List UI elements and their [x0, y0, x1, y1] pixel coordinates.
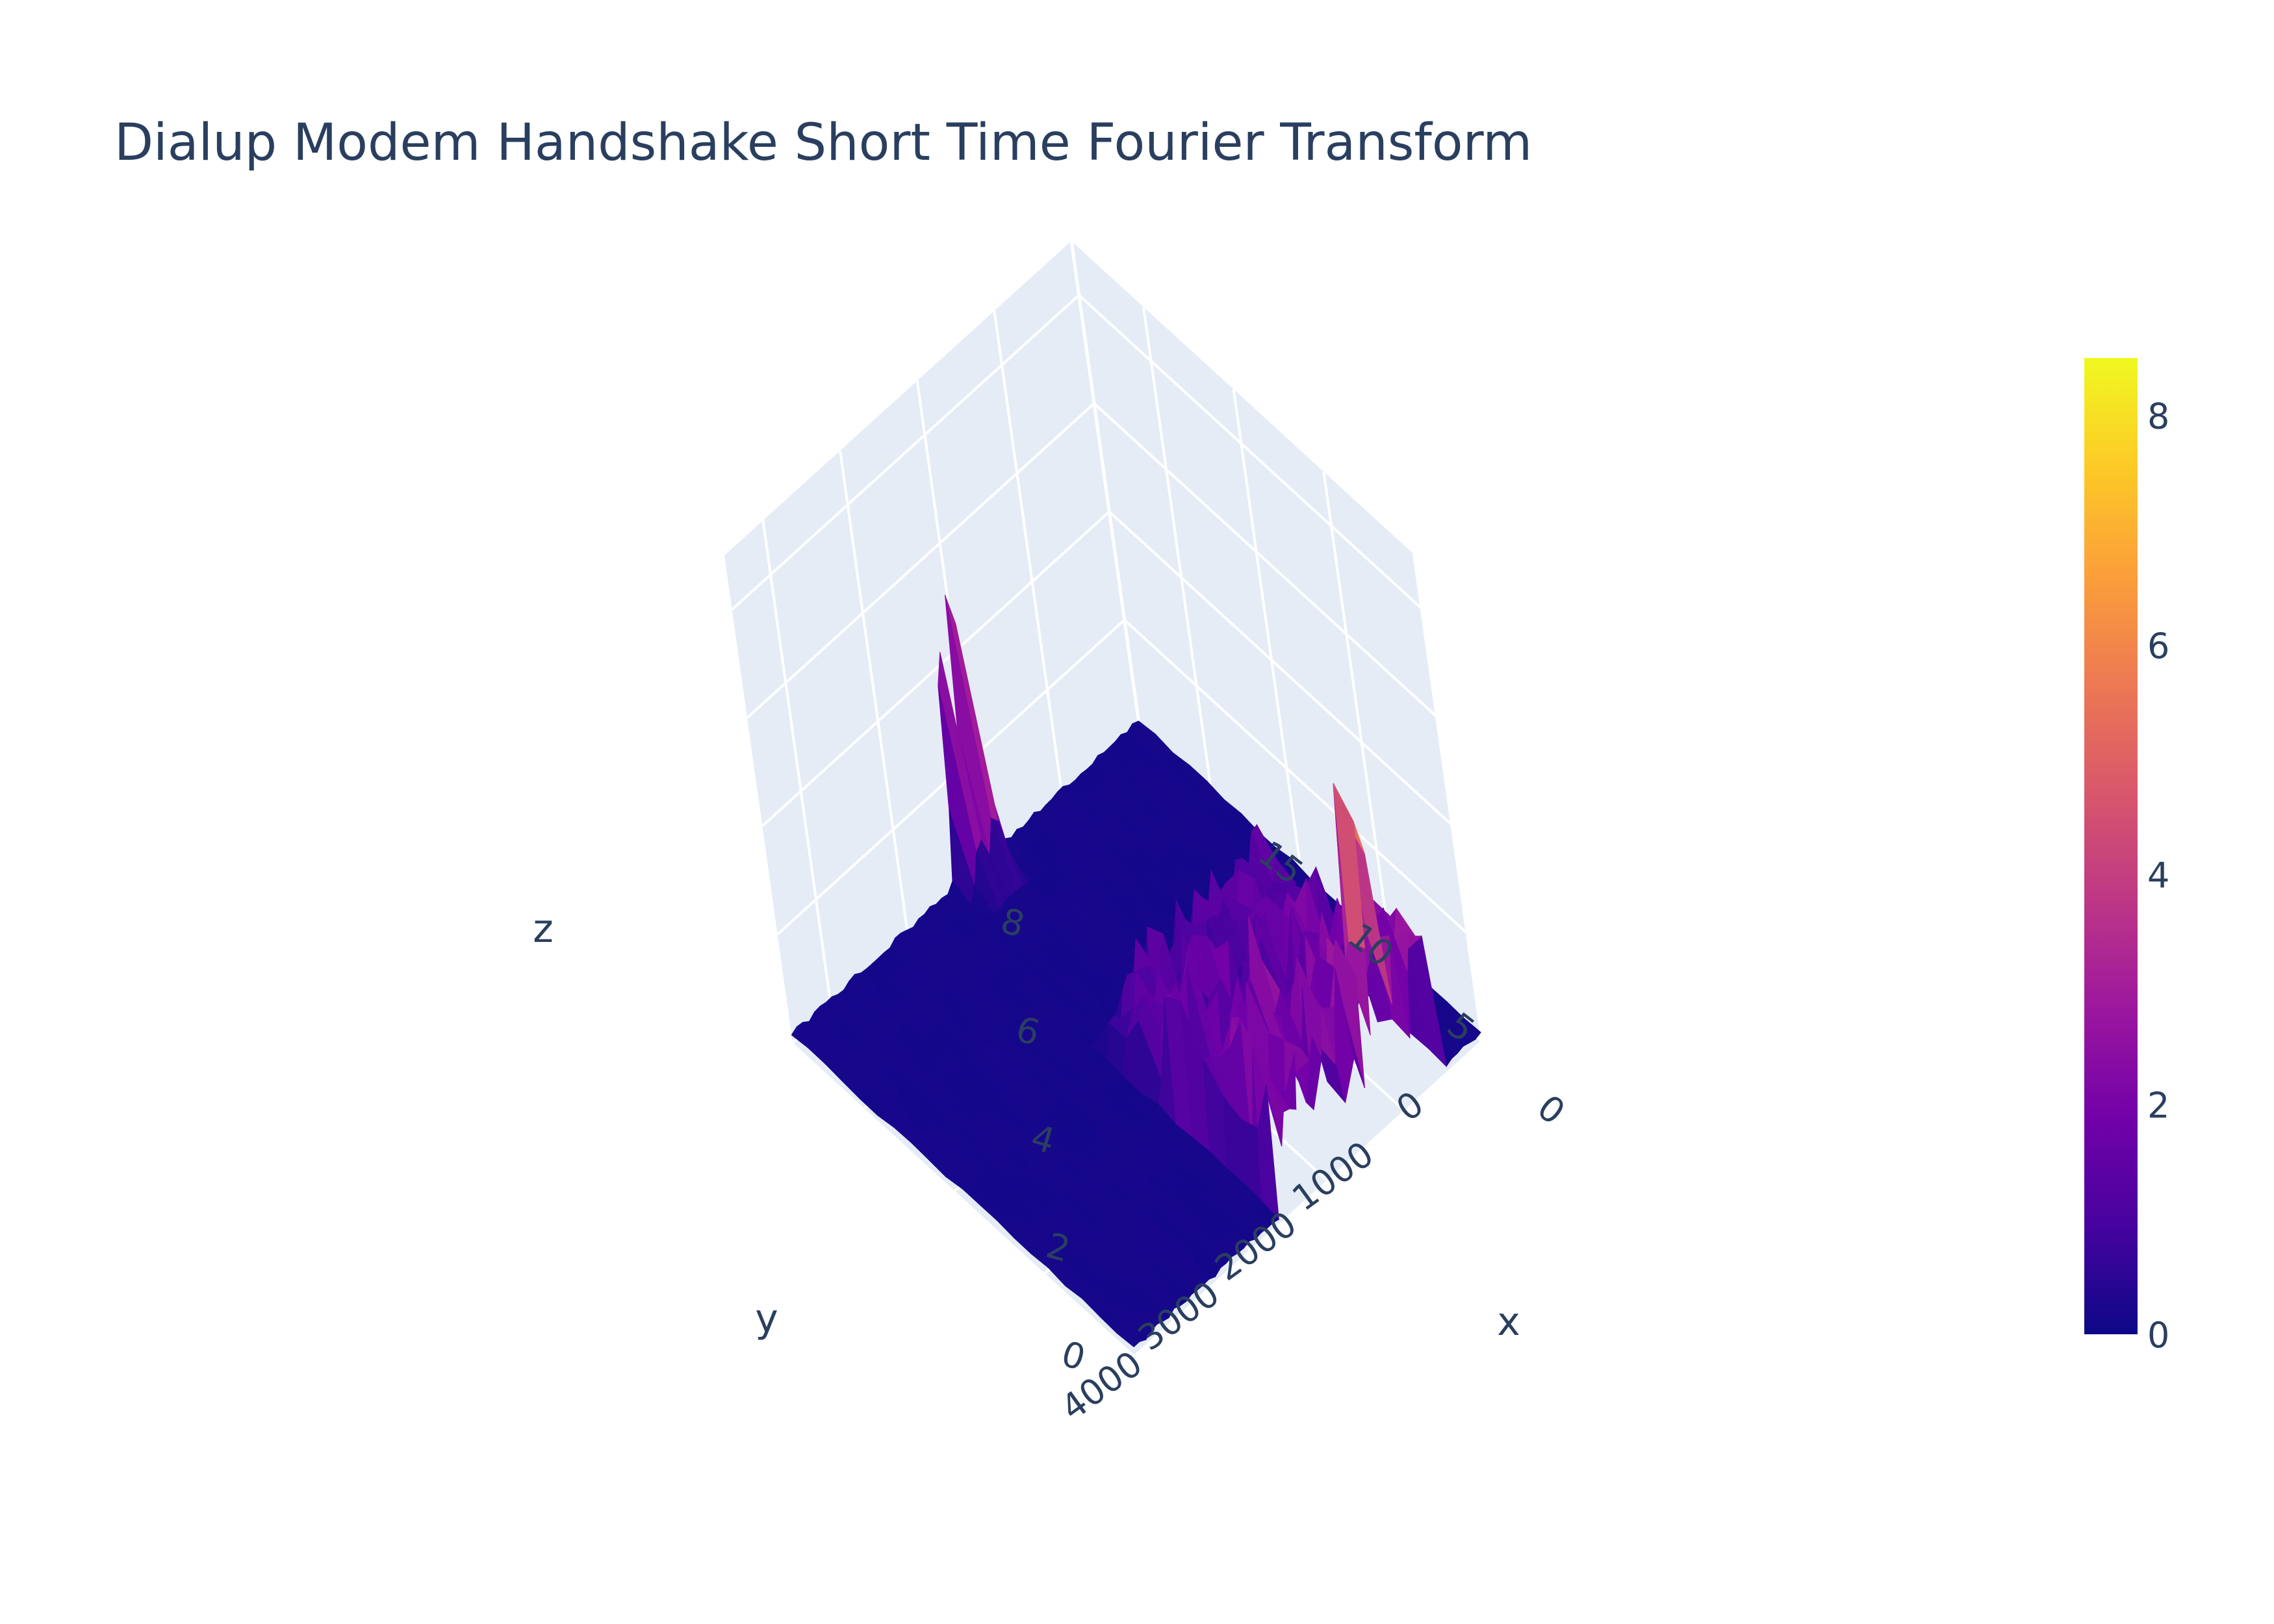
x-tick-label: 0	[1529, 1087, 1572, 1133]
surface-cell	[1116, 1327, 1140, 1347]
gridline-y-wall	[993, 311, 1064, 798]
gridline-z-back	[1123, 618, 1468, 934]
gridline-z-back	[1108, 511, 1453, 826]
gridline-x-wall	[1232, 389, 1303, 877]
gridline-x-wall	[1142, 307, 1213, 794]
colorbar-ticks: 0 2 4 6 8	[2147, 396, 2169, 1356]
gridline-y-wall	[761, 520, 833, 1008]
surface-mesh	[791, 594, 1481, 1347]
colorbar-tick-label: 4	[2147, 856, 2169, 896]
gridline-y-wall	[839, 450, 910, 938]
gridline-x-floor	[1134, 1040, 1483, 1357]
gridline-z-side	[746, 402, 1095, 719]
wall-yz-back	[724, 241, 1140, 1043]
colorbar-tick-label: 6	[2147, 626, 2169, 666]
wall-xz-back	[1071, 241, 1482, 1041]
gridline-z-back	[1093, 402, 1438, 718]
box-edge-vertical	[1069, 240, 1142, 729]
colorbar-gradient	[2084, 358, 2138, 1334]
x-axis-title: x	[1497, 1299, 1520, 1345]
z-tick-label: 0	[1057, 1333, 1090, 1378]
y-axis-title: y	[755, 1296, 778, 1341]
gridline-x-wall	[1322, 471, 1394, 959]
chart-title: Dialup Modem Handshake Short Time Fourie…	[114, 114, 1532, 172]
colorbar-tick-label: 2	[2147, 1085, 2169, 1126]
colorbar: 0 2 4 6 8	[2084, 358, 2169, 1356]
z-axis-title: z	[533, 906, 554, 952]
gridline-z-side	[731, 294, 1080, 611]
gridline-z-back	[1078, 294, 1423, 609]
colorbar-tick-label: 0	[2147, 1315, 2169, 1356]
colorbar-tick-label: 8	[2147, 396, 2169, 437]
gridline-x-wall	[1412, 553, 1483, 1042]
gridline-z-side	[761, 511, 1110, 828]
